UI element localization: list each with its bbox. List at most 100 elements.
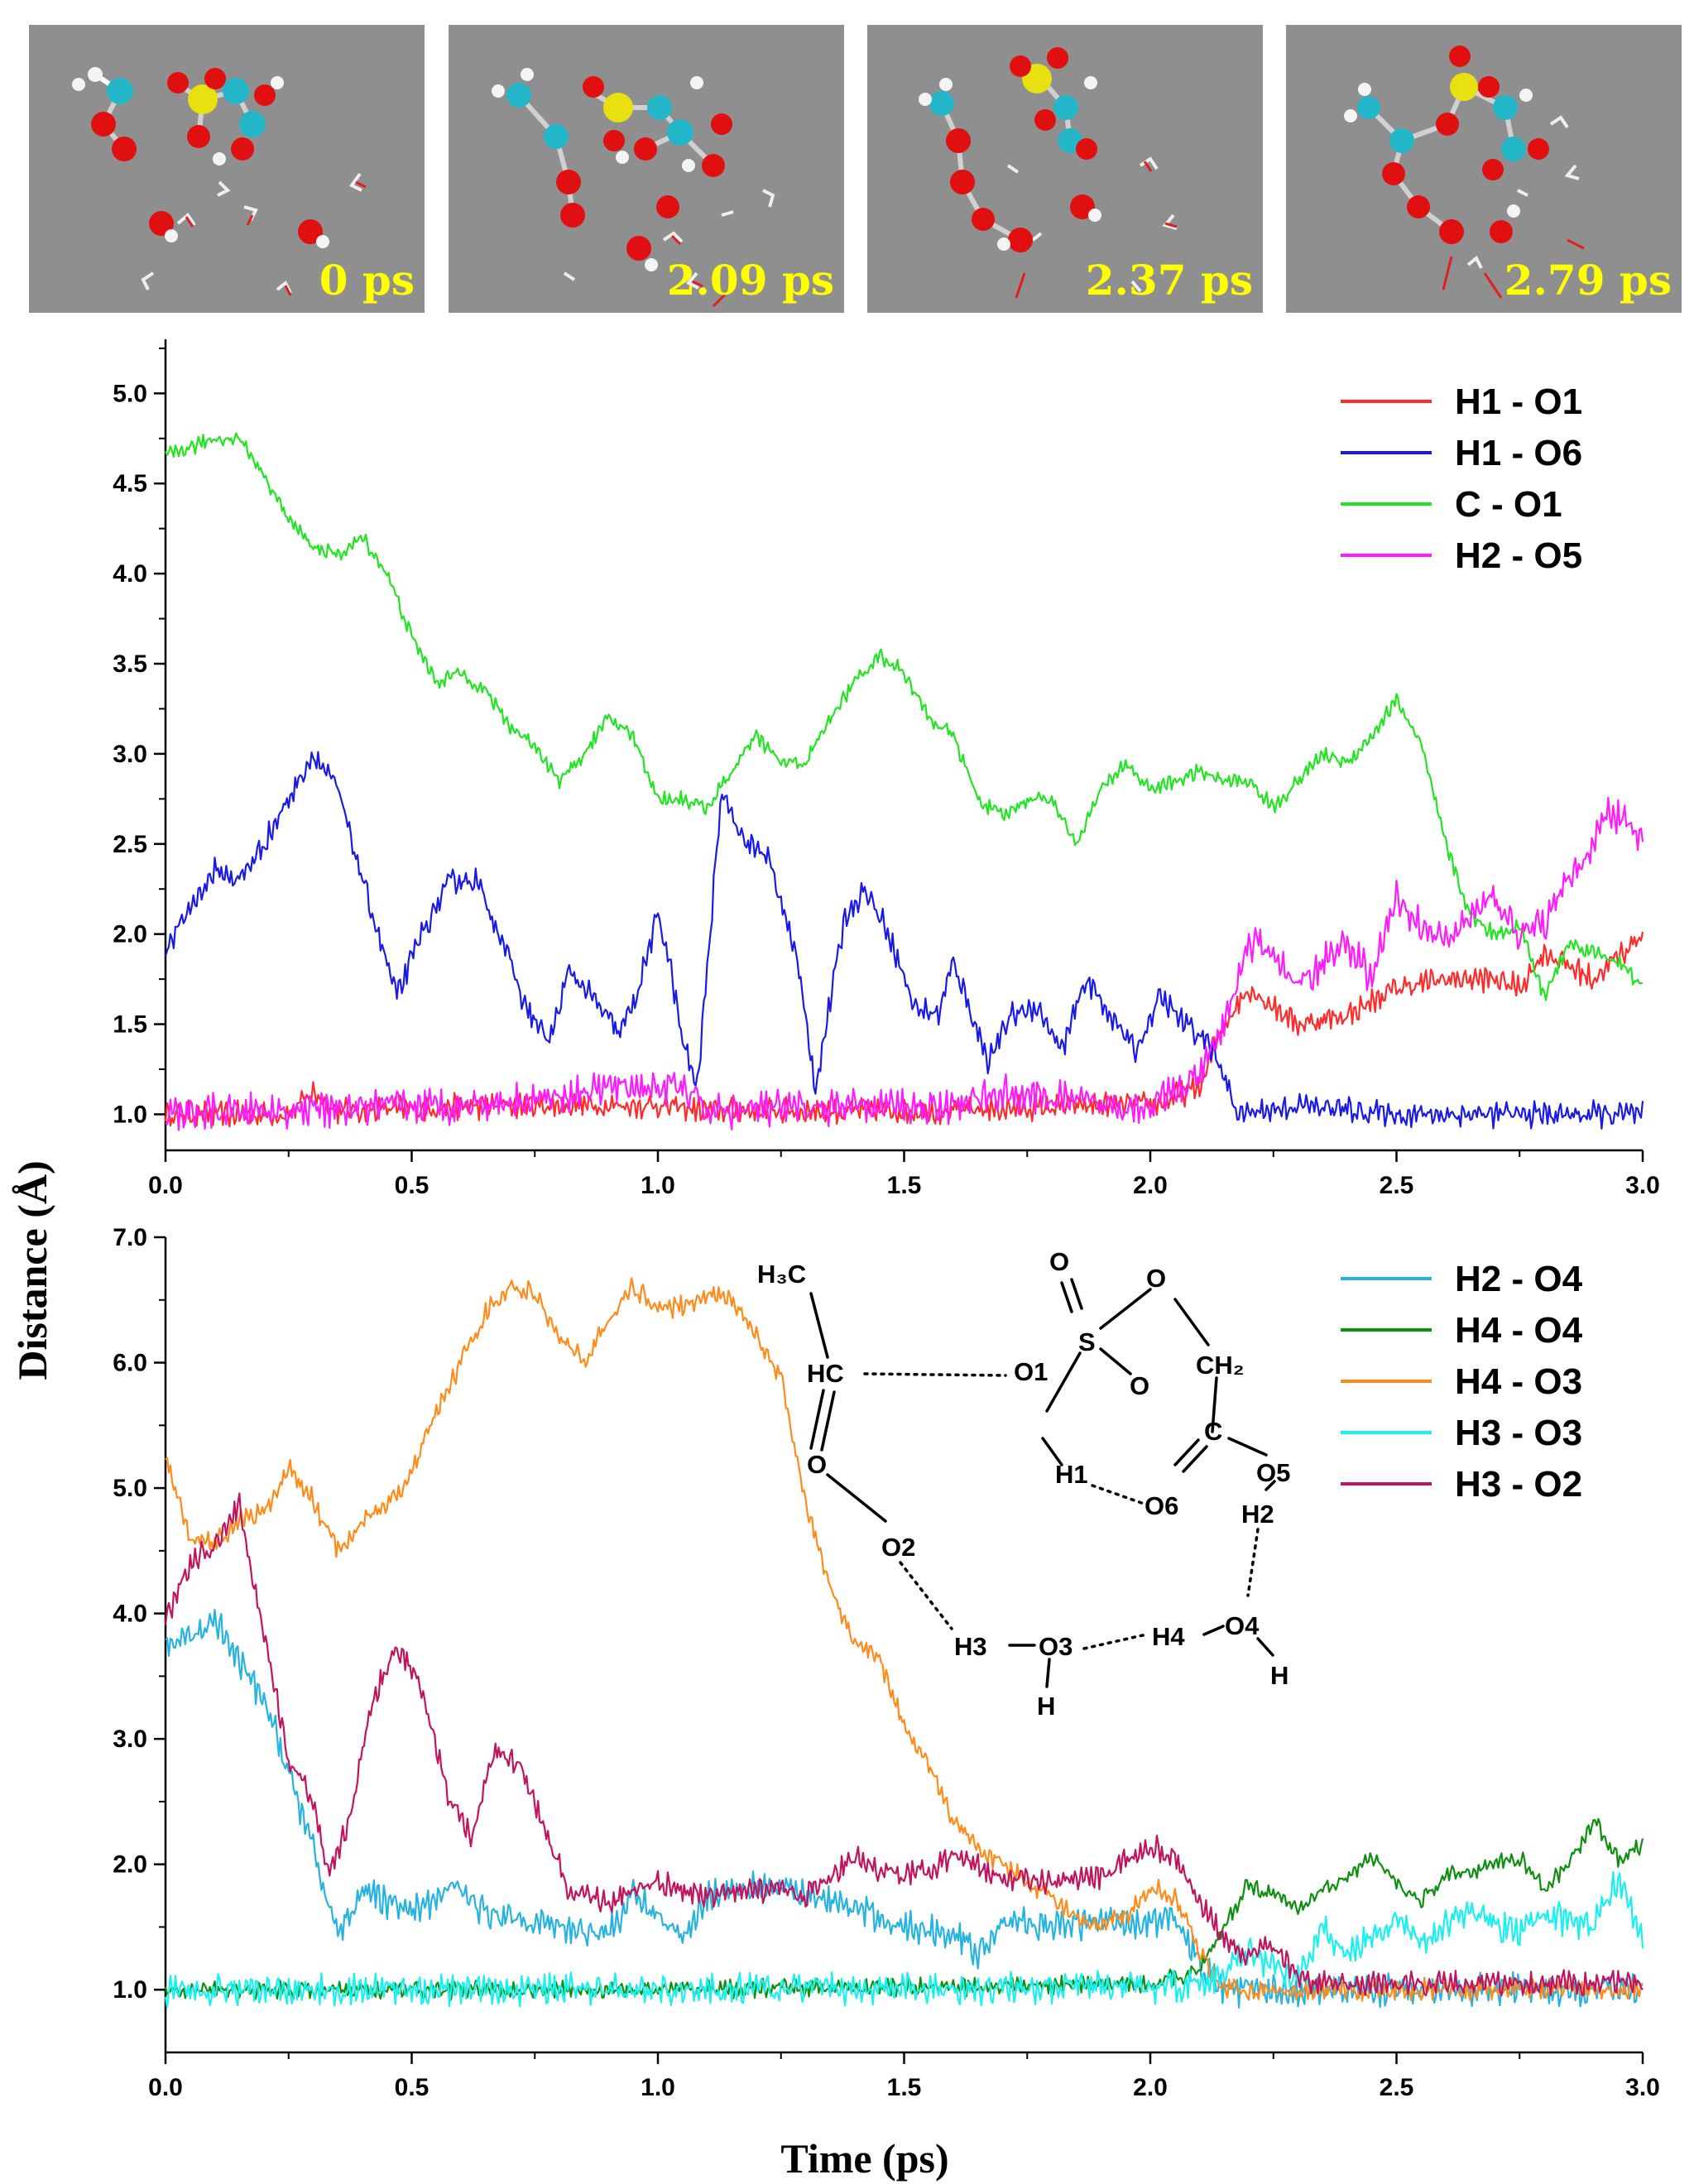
atom-label-h-o4: H	[1270, 1661, 1288, 1690]
y-tick-label: 1.0	[113, 1101, 147, 1128]
legend-label: H1 - O1	[1455, 382, 1582, 422]
y-tick-label: 3.0	[113, 741, 147, 768]
atom-label-o3: O3	[1039, 1632, 1073, 1661]
y-tick-label: 3.5	[113, 650, 147, 678]
legend-label: H2 - O5	[1455, 535, 1582, 576]
bond-o-o2	[826, 1473, 887, 1523]
bond-s-o-low	[1099, 1347, 1132, 1375]
y-tick-label: 2.5	[113, 831, 147, 858]
series-line-c-o1	[165, 432, 1644, 1001]
atom-label-o-right: O	[1146, 1264, 1166, 1293]
snapshot-time-label: 2.37 ps	[1085, 256, 1253, 305]
hbond-hc-o1	[863, 1372, 1007, 1377]
y-tick-label: 5.0	[113, 380, 147, 407]
snapshot-panel-2.09ps: 2.09 ps	[449, 25, 844, 313]
x-tick-label: 0.5	[395, 1172, 429, 1199]
bond-c-o6-a	[1173, 1438, 1200, 1466]
hbond-h2-o4	[1246, 1528, 1260, 1597]
atom-label-o2: O2	[881, 1533, 915, 1562]
y-tick-label: 6.0	[113, 1350, 147, 1377]
series-line-h3-o2	[164, 1492, 1644, 1997]
series-line-h3-o3	[164, 1870, 1644, 2009]
molecular-snapshot-image	[492, 68, 775, 308]
snapshot-panel-2.79ps: 2.79 ps	[1286, 25, 1682, 313]
x-tick-label: 1.0	[641, 1172, 675, 1199]
atom-label-h3c: H₃C	[757, 1260, 806, 1289]
x-tick-label: 2.5	[1380, 2074, 1414, 2101]
x-tick-label: 1.5	[887, 2074, 922, 2101]
bond-ch3-hc	[809, 1292, 829, 1359]
atom-label-h-o3: H	[1037, 1692, 1055, 1721]
y-tick-label: 4.5	[113, 470, 147, 497]
snapshot-panel-0ps: 0 ps	[29, 25, 425, 313]
legend-label: C - O1	[1455, 484, 1562, 525]
bond-o1-h1	[1041, 1437, 1063, 1466]
x-tick-label: 2.0	[1133, 1172, 1168, 1199]
x-tick-label: 0.0	[148, 1172, 183, 1199]
legend-label: H4 - O3	[1455, 1361, 1582, 1402]
y-tick-label: 4.0	[113, 560, 147, 588]
x-tick-label: 0.5	[395, 2074, 429, 2101]
y-tick-label: 1.0	[113, 1976, 147, 2004]
molecular-snapshot-image	[919, 47, 1178, 299]
legend-label: H3 - O2	[1455, 1464, 1582, 1505]
bond-hc-o-double-b	[820, 1390, 836, 1452]
distance-plot: 0.0 0.5 1.0 1.5 2.0 2.5 3.0 1.0 1.5 2.0 2.5 3.0 3.5 4…	[9, 339, 1660, 2182]
atom-label-o: O	[807, 1450, 827, 1479]
bond-ch2-c	[1211, 1376, 1218, 1433]
atom-label-ch2: CH₂	[1196, 1351, 1245, 1380]
y-tick-label: 7.0	[113, 1224, 147, 1251]
molecular-snapshot-image	[72, 67, 367, 296]
legend-label: H4 - O4	[1455, 1310, 1583, 1351]
hbond-o3-h4	[1082, 1633, 1148, 1650]
y-axis-title: Distance (Å)	[9, 1160, 55, 1380]
snapshot-strip: 0 ps 2.09 ps	[0, 0, 1694, 323]
x-tick-label: 2.0	[1133, 2074, 1168, 2101]
atom-label-h4: H4	[1152, 1622, 1185, 1651]
atom-label-s: S	[1078, 1327, 1096, 1356]
atom-label-o1: O1	[1014, 1357, 1048, 1386]
atom-label-hc: HC	[807, 1359, 844, 1388]
x-tick-label: 0.0	[148, 2074, 183, 2101]
y-tick-label: 4.0	[113, 1601, 147, 1628]
bond-o3-h	[1045, 1658, 1051, 1688]
atom-label-o5: O5	[1256, 1458, 1290, 1487]
atom-label-o-top1: O	[1049, 1247, 1069, 1276]
series-line-h2-o4	[165, 1609, 1644, 2009]
bond-s-o-top	[1060, 1281, 1073, 1313]
bond-o5-h2	[1265, 1480, 1276, 1491]
snapshot-time-label: 0 ps	[319, 256, 415, 305]
atom-label-h2: H2	[1241, 1500, 1274, 1529]
x-axis-title: Time (ps)	[780, 2135, 948, 2182]
snapshot-panel-2.37ps: 2.37 ps	[867, 25, 1263, 313]
bond-c-o5	[1227, 1437, 1268, 1457]
series-line-h4-o3	[165, 1277, 1644, 2002]
bond-s-o-right	[1099, 1288, 1152, 1330]
atom-label-c: C	[1204, 1417, 1222, 1446]
series-line-h1-o6	[164, 751, 1644, 1130]
x-tick-label: 3.0	[1625, 1172, 1660, 1199]
bond-c-o6-b	[1182, 1445, 1208, 1473]
reaction-scheme: H₃C HC O S O O CH₂ O1 H1 O6 C O5 H2 O O2…	[757, 1247, 1290, 1721]
hbond-o2-h3	[899, 1561, 953, 1630]
snapshot-time-label: 2.79 ps	[1504, 256, 1672, 305]
y-tick-label: 5.0	[113, 1475, 147, 1502]
atom-label-h3: H3	[954, 1632, 987, 1661]
y-tick-label: 1.5	[113, 1011, 147, 1039]
bond-o4-h	[1256, 1637, 1274, 1657]
x-tick-label: 1.5	[887, 1172, 922, 1199]
atom-label-o4: O4	[1225, 1611, 1260, 1640]
bond-h4-o4	[1202, 1625, 1225, 1636]
legend-label: H2 - O4	[1455, 1259, 1583, 1299]
snapshot-time-label: 2.09 ps	[666, 256, 834, 305]
hbond-h1-o6	[1091, 1484, 1148, 1506]
atom-label-h1: H1	[1055, 1460, 1088, 1489]
legend-label: H3 - O3	[1455, 1413, 1582, 1453]
bond-s-o-top-b	[1070, 1278, 1083, 1310]
y-tick-label: 3.0	[113, 1726, 147, 1753]
y-tick-label: 2.0	[113, 921, 147, 948]
x-tick-label: 1.0	[641, 2074, 675, 2101]
atom-label-o-top2: O	[1130, 1371, 1149, 1400]
series-line-h2-o5	[165, 796, 1644, 1131]
y-tick-label: 2.0	[113, 1851, 147, 1879]
